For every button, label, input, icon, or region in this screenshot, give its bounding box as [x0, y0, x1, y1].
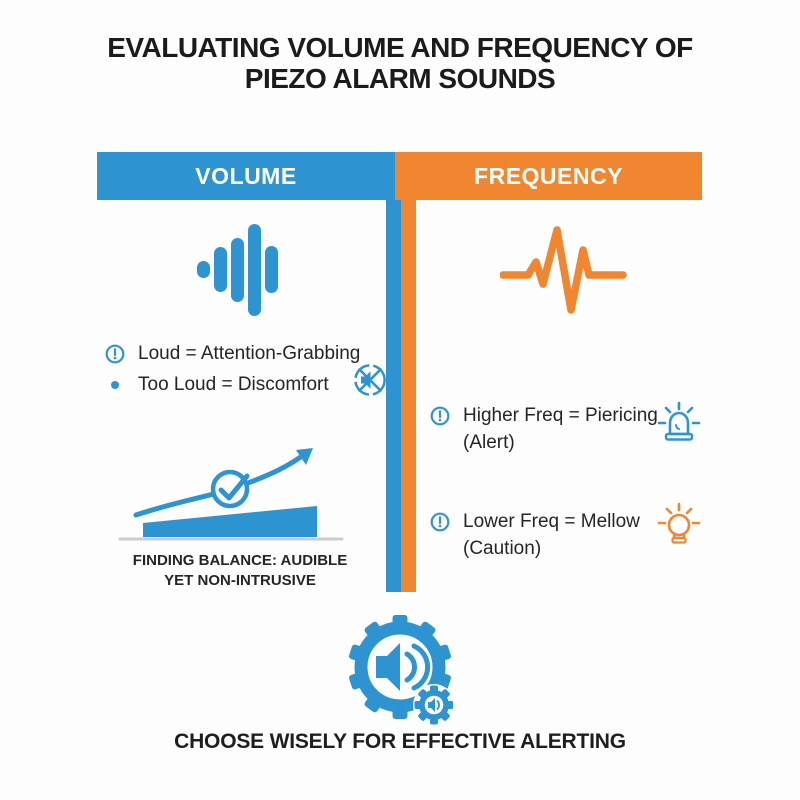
- volume-bullet-1: Loud = Attention-Grabbing: [105, 340, 360, 367]
- bulb-icon: [657, 502, 701, 544]
- footer-caption: CHOOSE WISELY FOR EFFECTIVE ALERTING: [174, 730, 626, 753]
- title-line-1: EVALUATING VOLUME AND FREQUENCY OF: [107, 32, 693, 63]
- muted-speaker-icon: [354, 364, 386, 396]
- sound-bar: [214, 247, 227, 292]
- frequency-header: FREQUENCY: [395, 152, 702, 200]
- alert-circle-icon: [430, 512, 450, 532]
- alert-circle-icon: [105, 344, 125, 363]
- page-title: EVALUATING VOLUME AND FREQUENCY OF PIEZO…: [0, 32, 800, 94]
- sound-wave-bars-icon: [197, 222, 282, 317]
- sound-bar: [231, 237, 244, 302]
- rising-chart-checkmark-icon: [118, 448, 344, 541]
- frequency-bullet-1-line-1: Higher Freq = Piericing: [463, 405, 658, 426]
- volume-bullet-2-text: Too Loud = Discomfort: [138, 374, 329, 395]
- volume-header: VOLUME: [97, 152, 395, 200]
- volume-header-label: VOLUME: [195, 162, 297, 189]
- frequency-bullet-2: Lower Freq = Mellow (Caution): [430, 508, 640, 562]
- frequency-bullet-1-line-2: (Alert): [463, 432, 515, 453]
- divider-blue-strip: [386, 200, 401, 592]
- pulse-waveform-icon: [500, 226, 627, 314]
- title-line-2: PIEZO ALARM SOUNDS: [244, 63, 556, 94]
- sound-bar: [265, 246, 278, 293]
- sound-bar: [197, 261, 210, 278]
- big-gear: [349, 615, 451, 719]
- divider-orange-strip: [401, 200, 416, 592]
- frequency-bullet-2-text: Lower Freq = Mellow (Caution): [463, 508, 640, 562]
- sound-bar: [248, 223, 261, 316]
- dot-bullet: [111, 380, 119, 389]
- gear-speaker-icon: [349, 615, 453, 726]
- volume-bullet-2: Too Loud = Discomfort: [105, 371, 329, 398]
- volume-caption-line-1: FINDING BALANCE: AUDIBLE: [132, 552, 348, 569]
- frequency-bullet-1-text: Higher Freq = Piericing (Alert): [463, 402, 658, 456]
- frequency-header-label: FREQUENCY: [474, 162, 623, 189]
- frequency-bullet-2-line-1: Lower Freq = Mellow: [463, 511, 640, 532]
- frequency-bullet-1: Higher Freq = Piericing (Alert): [430, 402, 658, 456]
- frequency-bullet-2-line-2: (Caution): [463, 538, 542, 559]
- small-gear: [413, 684, 453, 726]
- siren-icon: [657, 401, 701, 441]
- volume-caption: FINDING BALANCE: AUDIBLE YET NON-INTRUSI…: [100, 551, 380, 591]
- volume-caption-line-2: YET NON-INTRUSIVE: [164, 572, 316, 589]
- volume-bullet-1-text: Loud = Attention-Grabbing: [138, 343, 361, 364]
- alert-circle-icon: [430, 406, 450, 426]
